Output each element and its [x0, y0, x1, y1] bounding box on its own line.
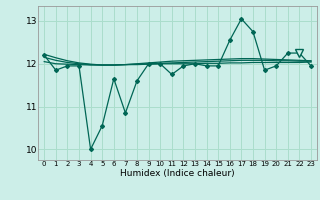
X-axis label: Humidex (Indice chaleur): Humidex (Indice chaleur) [120, 169, 235, 178]
